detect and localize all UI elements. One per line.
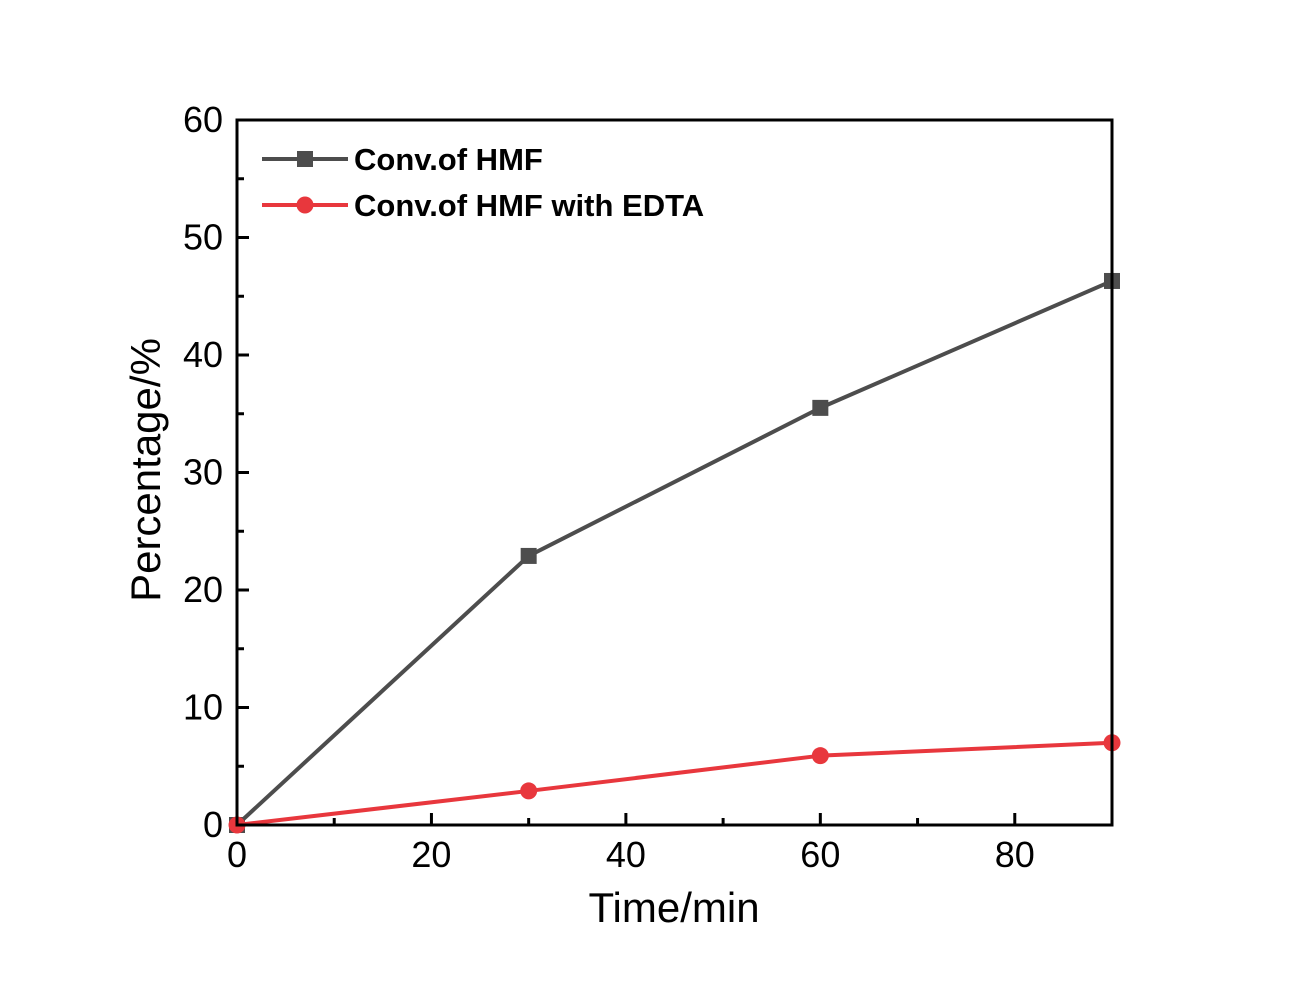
- legend-swatch-marker: [296, 196, 314, 214]
- legend-item: Conv.of HMF with EDTA: [262, 188, 704, 223]
- legend-item: Conv.of HMF: [262, 142, 543, 177]
- legend-swatch-marker: [297, 151, 313, 167]
- data-point: [520, 547, 537, 564]
- data-point: [520, 782, 538, 800]
- legend-label: Conv.of HMF: [354, 142, 543, 177]
- y-tick-label: 0: [203, 804, 223, 845]
- series-line: [235, 279, 1113, 827]
- axis-ticks: [235, 118, 1114, 827]
- tick-labels: 0 20 40 60 80 0 10 20 30 40 50 60: [183, 99, 1035, 875]
- series-layer: [228, 272, 1121, 834]
- y-tick-label: 50: [183, 217, 223, 258]
- y-tick-label: 30: [183, 452, 223, 493]
- y-tick-label: 20: [183, 569, 223, 610]
- x-tick-label: 60: [800, 834, 840, 875]
- legend-label: Conv.of HMF with EDTA: [354, 188, 704, 223]
- legend: Conv.of HMF Conv.of HMF with EDTA: [262, 142, 704, 223]
- y-axis-title: Percentage/%: [122, 338, 169, 602]
- x-tick-label: 40: [606, 834, 646, 875]
- x-axis-title: Time/min: [588, 884, 759, 931]
- y-tick-label: 10: [183, 687, 223, 728]
- series-line: [236, 740, 1113, 827]
- y-tick-label: 60: [183, 99, 223, 140]
- x-tick-label: 0: [227, 834, 247, 875]
- plot-frame: [235, 118, 1114, 827]
- x-tick-label: 20: [411, 834, 451, 875]
- series-2: [228, 734, 1121, 834]
- data-point: [812, 399, 829, 416]
- x-tick-label: 80: [995, 834, 1035, 875]
- y-tick-label: 40: [183, 334, 223, 375]
- data-point: [811, 747, 829, 765]
